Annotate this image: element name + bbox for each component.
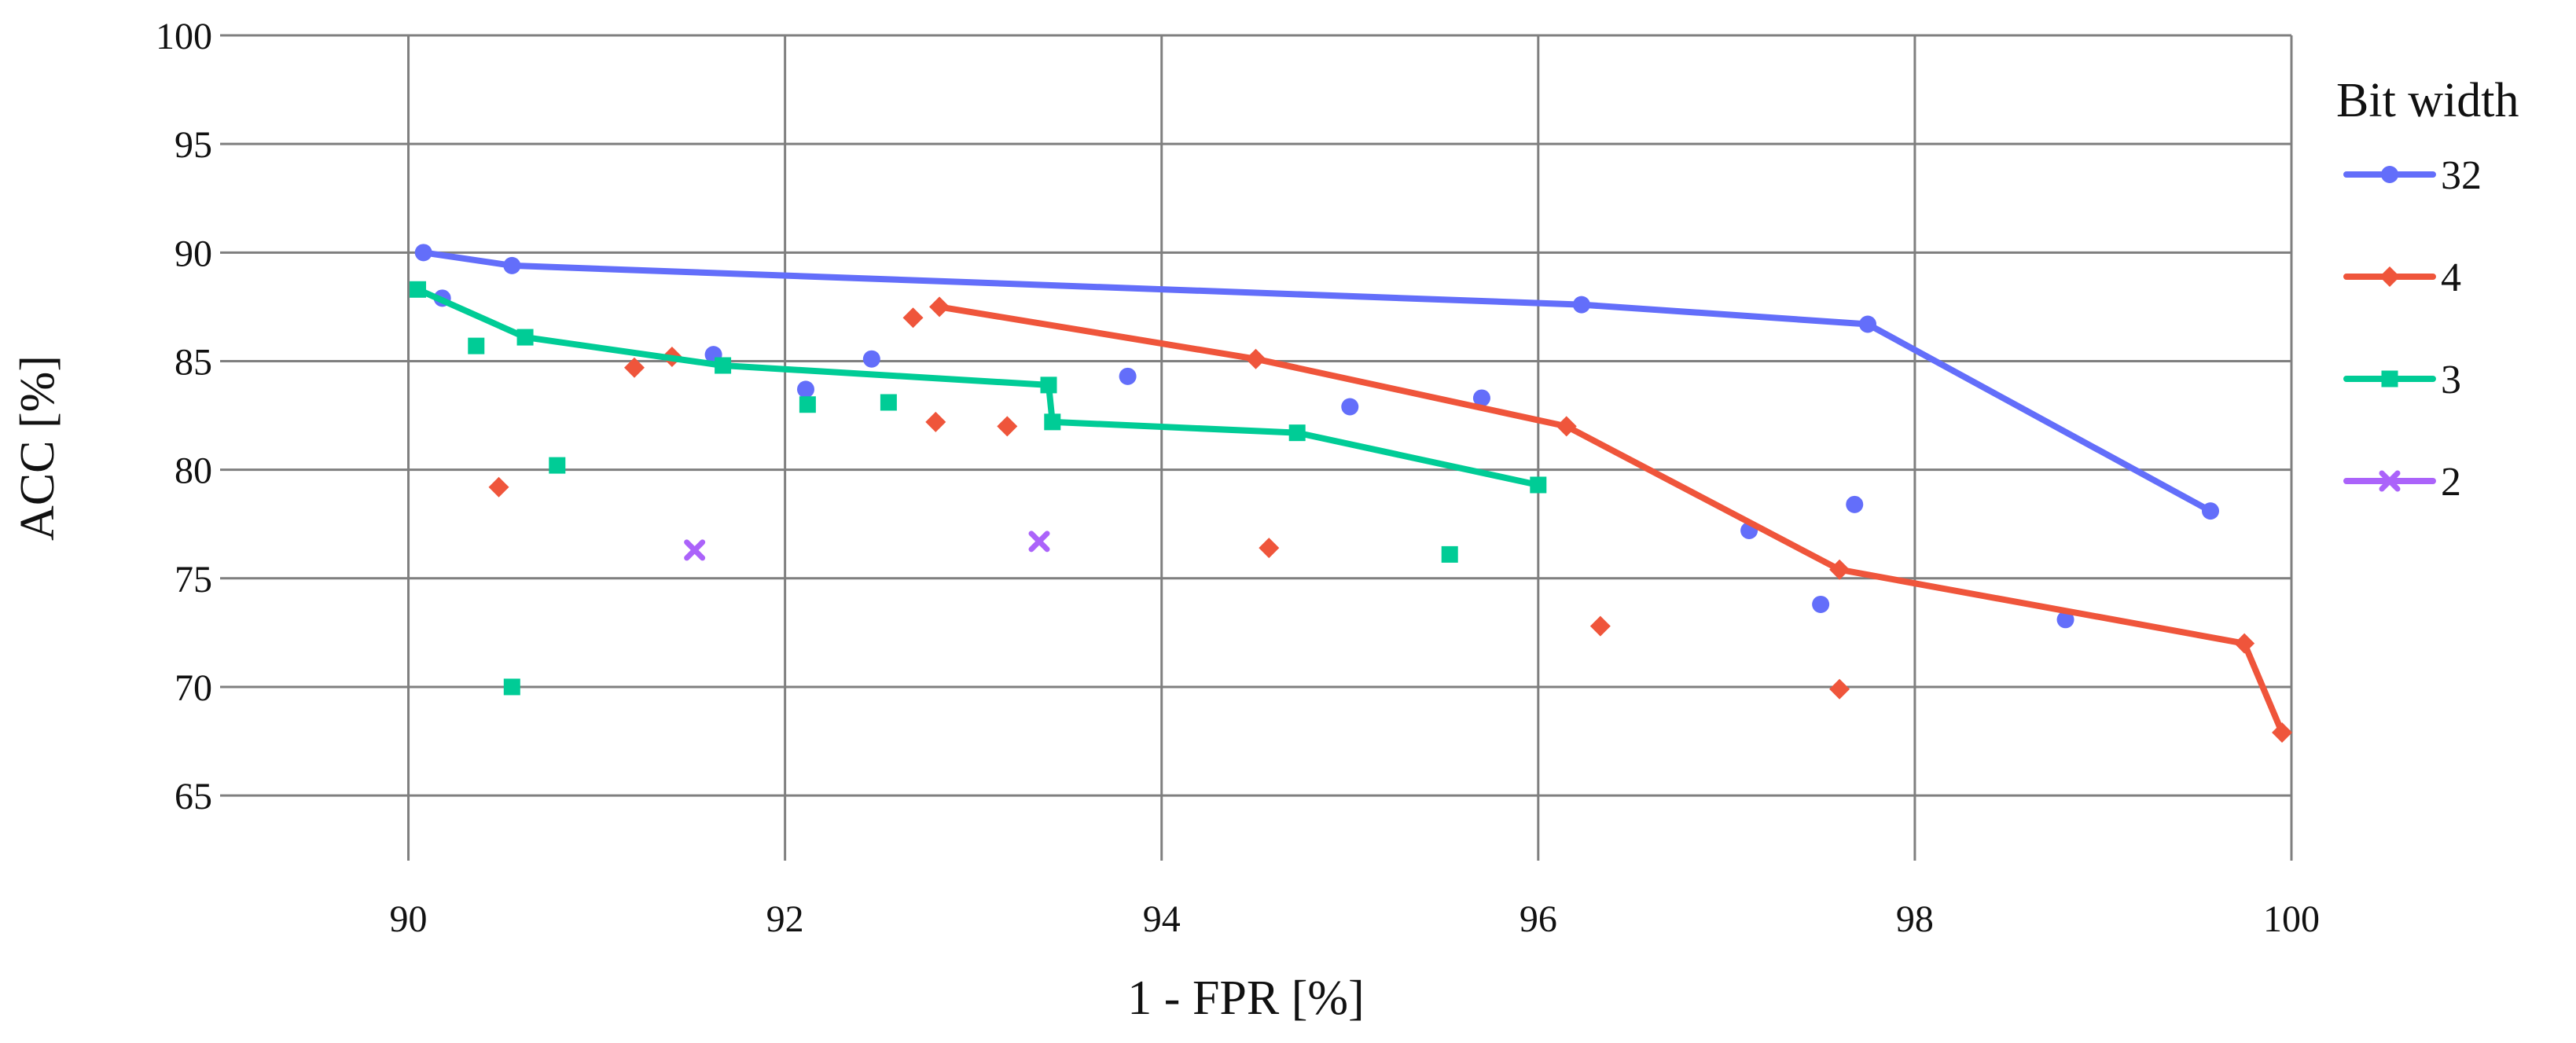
data-point [684,539,706,561]
legend-label: 3 [2441,358,2461,402]
legend-label: 32 [2441,153,2482,198]
legend-marker [2379,470,2401,492]
y-tick-label: 70 [175,667,212,709]
frontier-point [1245,348,1266,369]
data-point [1028,531,1050,553]
data-point [1341,398,1359,416]
data-point [1812,595,1830,613]
frontier-point [1859,315,1877,333]
data-point [488,476,509,498]
data-point [997,416,1018,437]
x-tick-label: 90 [390,898,428,940]
data-point [796,380,814,398]
legend-marker [2381,370,2398,387]
y-axis-title: ACC [%] [11,355,64,541]
grid [220,34,2293,861]
data-series [410,244,2293,743]
legend-marker [2381,166,2398,183]
data-point [902,307,924,329]
series-line [414,286,1542,488]
legend-item-2[interactable]: 2 [2343,460,2461,505]
frontier-point [503,256,521,274]
legend-title: Bit width [2336,74,2519,127]
data-point [1441,545,1458,563]
x-tick-label: 100 [2263,898,2320,940]
data-point [1589,615,1611,637]
y-tick-label: 75 [175,559,212,600]
frontier-point [1572,296,1590,314]
data-point [1846,495,1864,513]
y-tick-label: 85 [175,341,212,383]
axes: 90 92 94 96 98 100 65 70 75 80 85 90 95 100 [156,16,2320,940]
data-point [1119,367,1137,385]
data-point [925,411,946,432]
frontier-point [2272,722,2293,743]
x-tick-label: 98 [1896,898,1934,940]
y-tick-label: 100 [156,16,212,57]
data-point [2056,611,2074,629]
frontier-point [1556,416,1577,437]
legend-label: 4 [2441,255,2461,300]
frontier-point [516,329,534,346]
legend-item-32[interactable]: 32 [2343,153,2482,198]
frontier-point [929,296,950,318]
frontier-point [1829,559,1850,580]
y-tick-label: 65 [175,776,212,817]
series-4 [488,296,2293,743]
frontier-point [414,244,432,262]
y-tick-label: 80 [175,450,212,492]
series-line [936,303,2286,736]
frontier-point [1040,376,1057,394]
data-point [549,457,566,474]
legend-item-4[interactable]: 4 [2343,255,2461,300]
frontier-point [410,281,427,298]
legend-item-3[interactable]: 3 [2343,358,2461,402]
x-tick-label: 94 [1143,898,1181,940]
data-point [1259,538,1280,559]
data-point [624,357,645,378]
series-32 [414,244,2219,629]
data-point [1472,389,1490,407]
x-axis-title: 1 - FPR [%] [1127,971,1364,1025]
y-tick-label: 95 [175,124,212,166]
series-2 [684,531,1050,561]
x-tick-label: 96 [1520,898,1557,940]
y-tick-label: 90 [175,233,212,274]
x-tick-label: 92 [766,898,804,940]
frontier-point [1530,476,1547,494]
frontier-point [1044,413,1061,431]
data-point [503,678,520,696]
legend-label: 2 [2441,460,2461,505]
data-point [1829,678,1850,700]
data-point [468,337,485,354]
frontier-point [715,357,732,374]
series-3 [410,281,1547,696]
frontier-point [2201,502,2219,520]
legend-marker [2379,266,2400,287]
series-line [420,249,2214,515]
frontier-point [1288,424,1306,442]
data-point [862,350,880,368]
data-point [799,396,816,413]
frontier-point [2234,633,2255,654]
data-point [880,394,897,411]
